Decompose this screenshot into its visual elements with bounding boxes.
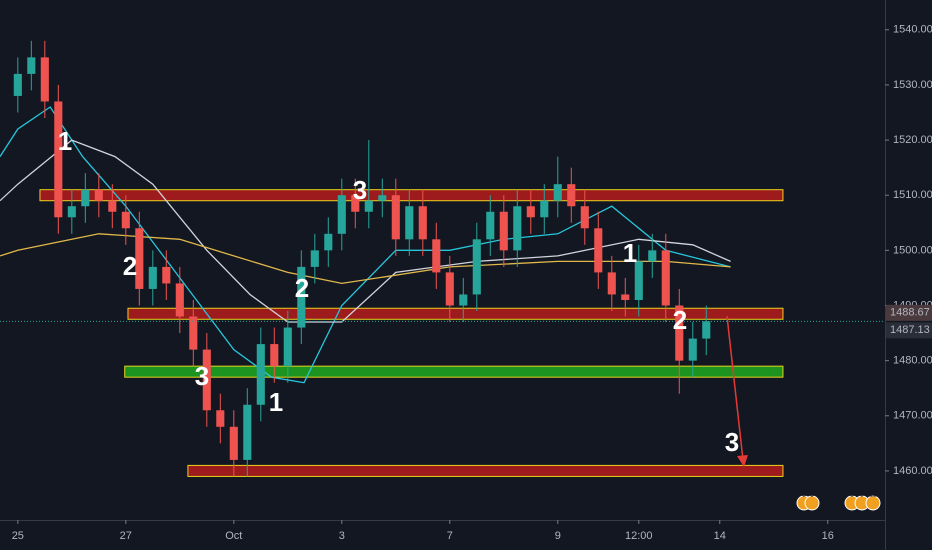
event-count: 12 [868, 488, 878, 498]
candle-body [459, 294, 468, 306]
candle-body [256, 344, 265, 405]
wave-label: 3 [353, 175, 367, 205]
candle-body [486, 211, 495, 240]
zone [187, 464, 784, 477]
projection-arrow [726, 315, 744, 461]
wave-label: 1 [623, 238, 637, 268]
candle-body [202, 349, 211, 411]
candle-body [540, 200, 549, 218]
candle-body [108, 200, 117, 212]
wave-label: 2 [673, 305, 687, 335]
zone [39, 189, 784, 202]
candle-body [324, 233, 333, 251]
plot-area [0, 40, 885, 477]
wave-label: 1 [58, 126, 72, 156]
y-tick-label: 1460.00 [893, 465, 932, 477]
candle-body [580, 206, 589, 229]
event-icon [804, 495, 820, 511]
candle-body [391, 195, 400, 240]
wave-label: 3 [195, 361, 209, 391]
candle-body [607, 272, 616, 295]
candle-body [94, 189, 103, 201]
moving-average [0, 233, 731, 285]
candle-body [162, 266, 171, 284]
y-tick-label: 1510.00 [893, 189, 932, 201]
candle-body [418, 206, 427, 240]
candle-body [634, 261, 643, 300]
candle-body [472, 239, 481, 295]
candle-body [688, 338, 697, 361]
candle-body [567, 184, 576, 207]
candle-body [81, 189, 90, 207]
wave-label: 2 [295, 273, 309, 303]
candle-body [216, 410, 225, 427]
candle-body [513, 206, 522, 251]
candle-body [229, 426, 238, 460]
candle-body [526, 206, 535, 218]
price-label-box [886, 322, 932, 339]
candle-body [54, 101, 63, 218]
candle-body [405, 206, 414, 240]
candle-body [121, 211, 130, 229]
candle-body [148, 266, 157, 289]
event-count: 3 [809, 488, 814, 498]
wave-label: 3 [725, 427, 739, 457]
candle-body [661, 250, 670, 306]
candle-body [27, 57, 36, 74]
candle-body [621, 294, 630, 300]
x-tick-label: 25 [12, 530, 24, 542]
event-icon [865, 495, 881, 511]
x-tick-label: 14 [714, 530, 726, 542]
candle-body [67, 206, 76, 218]
candle-body [135, 228, 144, 289]
price-label: 1487.13 [890, 324, 930, 336]
y-tick-label: 1500.00 [893, 244, 932, 256]
wave-label: 1 [269, 387, 283, 417]
event-count: 9 [859, 488, 864, 498]
candle-body [40, 57, 49, 102]
candle-body [283, 327, 292, 367]
event-count: 5 [849, 488, 854, 498]
candle-body [432, 239, 441, 273]
x-tick-label: 3 [339, 530, 345, 542]
candle-body [13, 73, 22, 96]
candle-body [499, 211, 508, 251]
x-tick-label: 27 [120, 530, 132, 542]
candle-body [378, 195, 387, 201]
candle-body [270, 344, 279, 367]
event-count: 3 [801, 488, 806, 498]
candle-body [594, 228, 603, 273]
candle-body [364, 200, 373, 212]
candle-body [445, 272, 454, 306]
zone [127, 307, 784, 320]
candle-body [175, 283, 184, 317]
x-tick-label: 7 [447, 530, 453, 542]
y-tick-label: 1520.00 [893, 134, 932, 146]
y-tick-label: 1540.00 [893, 24, 932, 36]
arrow-head [737, 455, 748, 467]
y-tick-label: 1470.00 [893, 410, 932, 422]
y-tick-label: 1530.00 [893, 79, 932, 91]
x-tick-label: 12:00 [625, 530, 653, 542]
candle-body [243, 404, 252, 460]
y-tick-label: 1480.00 [893, 355, 932, 367]
candle-body [648, 250, 657, 262]
wave-label: 2 [123, 251, 137, 281]
x-tick-label: 16 [822, 530, 834, 542]
candle-body [351, 195, 360, 212]
x-tick-label: 9 [555, 530, 561, 542]
candle-body [297, 266, 306, 328]
candle-body [337, 195, 346, 234]
candle-body [702, 321, 711, 339]
price-label: 1488.67 [890, 307, 930, 319]
zone [124, 365, 784, 378]
candle-body [675, 305, 684, 361]
x-tick-label: Oct [225, 530, 242, 542]
candle-body [310, 250, 319, 267]
candle-body [553, 184, 562, 201]
price-label-box [886, 304, 932, 321]
candle-body [189, 316, 198, 350]
